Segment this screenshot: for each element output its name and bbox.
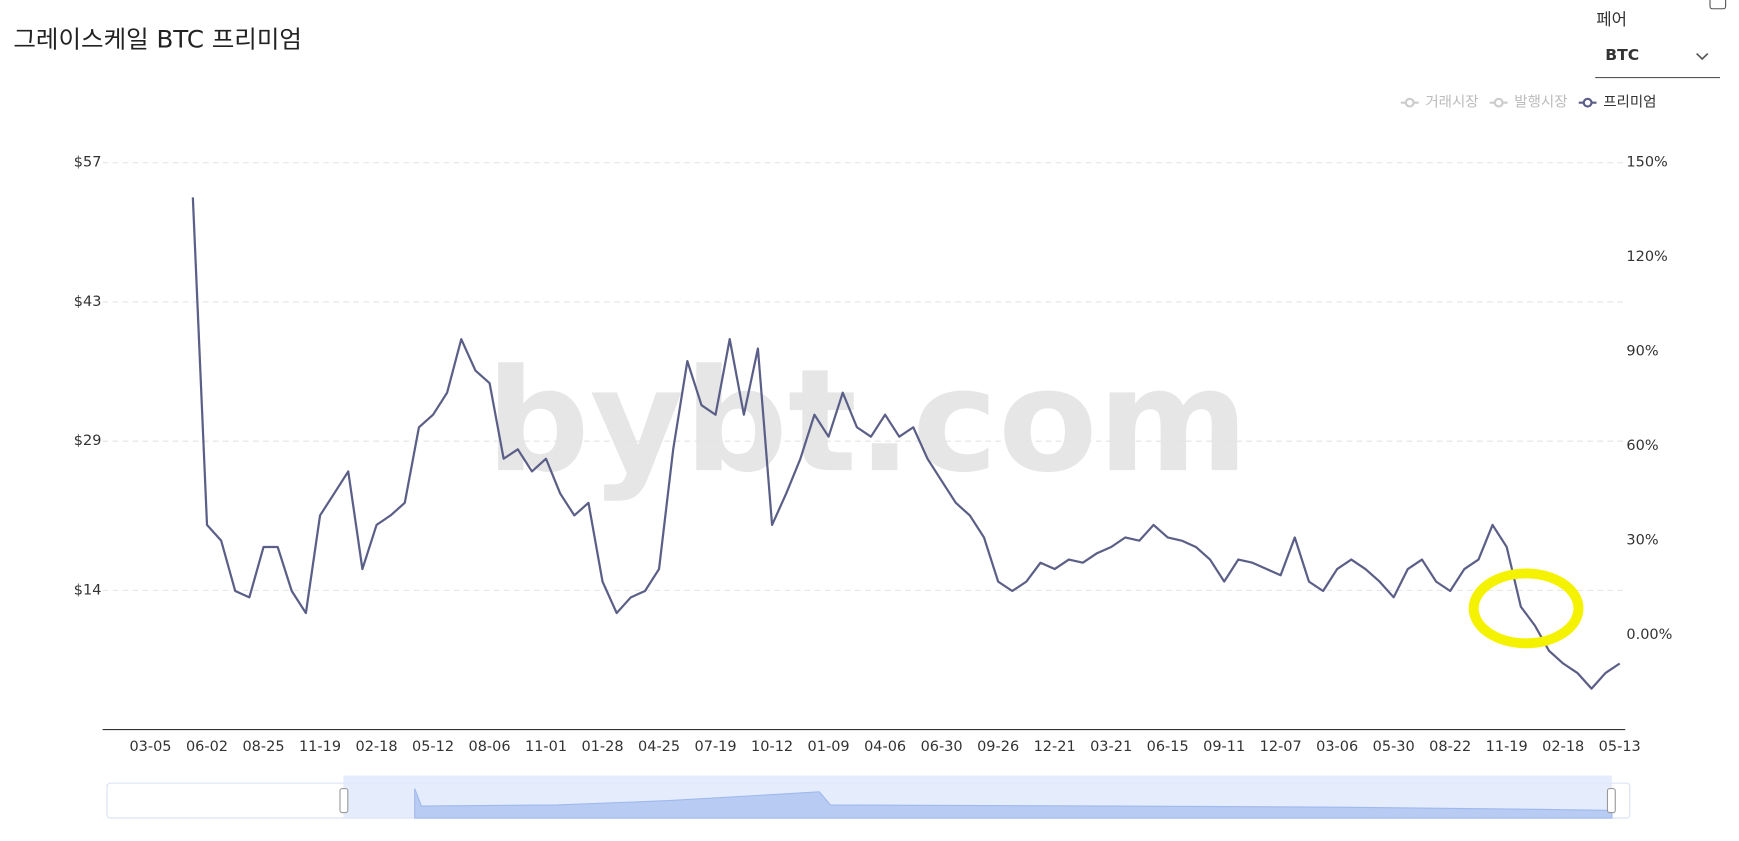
x-tick-label: 02-18 (355, 739, 397, 755)
chart-title: 그레이스케일 BTC 프리미엄 (13, 25, 302, 54)
pair-label: 페어 (1596, 10, 1627, 29)
x-tick-label: 10-12 (751, 739, 793, 755)
legend-label: 발행시장 (1514, 94, 1567, 111)
y2-tick-label: 120% (1626, 249, 1667, 265)
x-tick-label: 12-21 (1034, 739, 1076, 755)
x-tick-label: 08-25 (242, 739, 284, 755)
legend-item[interactable]: 거래시장 (1400, 94, 1479, 111)
plot: $57 $43 $29 $14 150% 120% 90% 60% 30% 0.00% 03-05 0… (74, 94, 1673, 755)
x-tick-label: 06-30 (921, 739, 963, 755)
x-tick-label: 06-15 (1147, 739, 1189, 755)
legend-icon-dot (1404, 97, 1415, 108)
slider-handle[interactable] (1606, 788, 1616, 814)
pair-value: BTC (1605, 46, 1639, 64)
x-tick-label: 07-19 (695, 739, 737, 755)
legend-icon-dot (1493, 97, 1504, 108)
y2-tick-label: 60% (1626, 438, 1658, 454)
x-tick-label: 11-01 (525, 739, 567, 755)
x-tick-label: 08-22 (1429, 739, 1471, 755)
x-tick-label: 12-07 (1260, 739, 1302, 755)
x-tick-label: 01-28 (582, 739, 624, 755)
legend-label: 거래시장 (1425, 94, 1478, 111)
x-tick-label: 11-19 (1486, 739, 1528, 755)
legend-label: 프리미엄 (1603, 94, 1656, 111)
x-tick-label: 06-02 (186, 739, 228, 755)
x-tick-label: 03-21 (1090, 739, 1132, 755)
x-tick-label: 04-06 (864, 739, 906, 755)
x-tick-label: 01-09 (808, 739, 850, 755)
slider-handle[interactable] (339, 788, 349, 814)
zoom-slider[interactable] (106, 775, 1631, 819)
highlight-annotation (1468, 568, 1584, 649)
x-tick-label: 02-18 (1542, 739, 1584, 755)
y2-tick-label: 90% (1626, 344, 1658, 360)
y-tick-label: $43 (74, 294, 102, 310)
y2-tick-label: 150% (1626, 155, 1667, 171)
y2-tick-label: 30% (1626, 533, 1658, 549)
dropdown-arrow (1696, 52, 1709, 61)
x-tick-label: 09-26 (977, 739, 1019, 755)
x-tick-label: 11-19 (299, 739, 341, 755)
x-tick-label: 05-30 (1373, 739, 1415, 755)
x-tick-label: 03-05 (129, 739, 171, 755)
slider-preview (414, 788, 1613, 819)
x-tick-label: 04-25 (638, 739, 680, 755)
x-tick-label: 09-11 (1203, 739, 1245, 755)
camera-icon[interactable] (1709, 0, 1727, 10)
y2-tick-label: 0.00% (1626, 627, 1672, 643)
x-tick-label: 03-06 (1316, 739, 1358, 755)
pair-select[interactable]: BTC (1595, 46, 1721, 79)
x-tick-label: 05-12 (412, 739, 454, 755)
series-line (191, 197, 1621, 690)
y-tick-label: $14 (74, 582, 102, 598)
watermark: bybt.com (486, 338, 1249, 503)
x-tick-label: 05-13 (1599, 739, 1641, 755)
legend-icon-dot (1582, 97, 1593, 108)
legend-item[interactable]: 프리미엄 (1578, 94, 1657, 111)
y-tick-label: $57 (74, 155, 102, 171)
legend-item[interactable]: 발행시장 (1489, 94, 1568, 111)
x-tick-label: 08-06 (469, 739, 511, 755)
y-tick-label: $29 (74, 433, 102, 449)
